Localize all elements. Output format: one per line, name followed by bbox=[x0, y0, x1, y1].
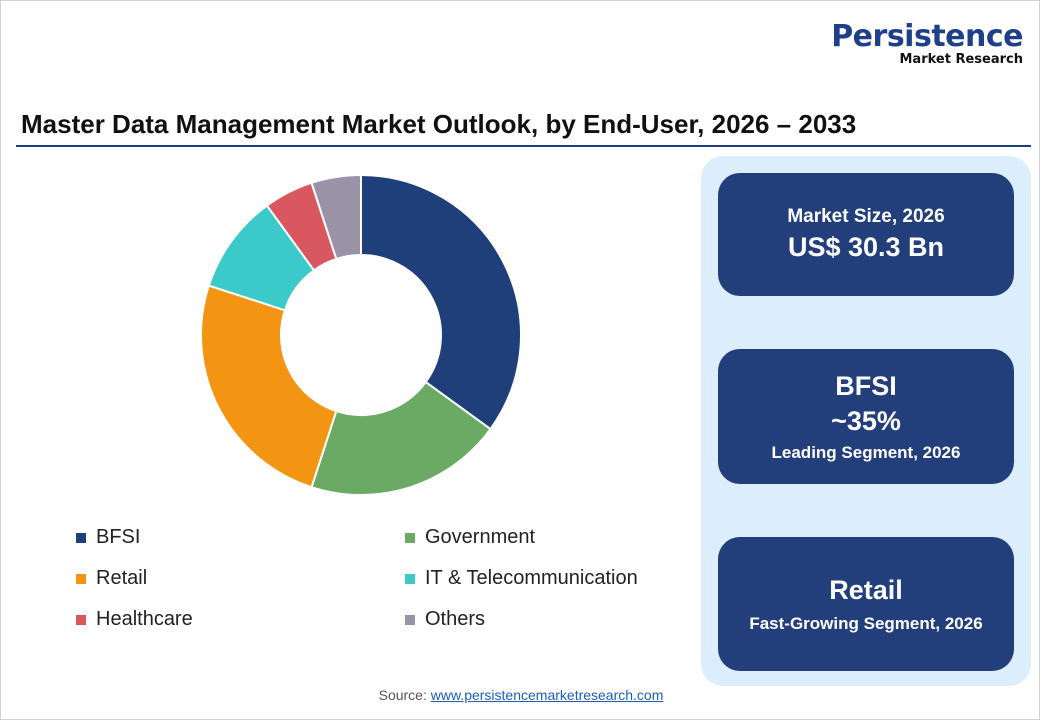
source-link[interactable]: www.persistencemarketresearch.com bbox=[430, 687, 664, 703]
legend-label: Government bbox=[425, 526, 536, 548]
legend-label: Others bbox=[425, 608, 486, 630]
chart-title: Master Data Management Market Outlook, b… bbox=[21, 109, 857, 139]
fast-growing-card: Retail Fast-Growing Segment, 2026 bbox=[718, 537, 1014, 671]
legend-swatch bbox=[405, 573, 415, 584]
fast-growing-name: Retail bbox=[829, 574, 903, 605]
legend-label: BFSI bbox=[96, 526, 141, 548]
market-size-card: Market Size, 2026 US$ 30.3 Bn bbox=[718, 173, 1014, 296]
market-size-value: US$ 30.3 Bn bbox=[787, 232, 945, 262]
legend-item: Healthcare bbox=[76, 608, 193, 631]
logo-name: Persistence bbox=[831, 19, 1023, 54]
leading-segment-name: BFSI bbox=[835, 370, 897, 401]
logo: Persistence Market Research bbox=[831, 21, 1023, 67]
legend-item: Government bbox=[405, 526, 535, 549]
donut-slice-retail bbox=[200, 284, 338, 489]
legend-item: BFSI bbox=[76, 526, 140, 549]
donut-slice-bfsi bbox=[360, 173, 522, 431]
legend-item: Others bbox=[405, 608, 485, 631]
logo-subtitle: Market Research bbox=[899, 52, 1024, 67]
title-divider bbox=[16, 145, 1031, 147]
legend-swatch bbox=[76, 573, 86, 584]
legend-label: Retail bbox=[96, 567, 148, 589]
legend-swatch bbox=[405, 614, 415, 625]
donut-chart bbox=[200, 173, 522, 496]
legend-swatch bbox=[76, 532, 86, 543]
legend-label: Healthcare bbox=[96, 608, 193, 630]
source-label: Source: bbox=[378, 687, 427, 703]
legend-swatch bbox=[405, 532, 415, 543]
fast-growing-label: Fast-Growing Segment, 2026 bbox=[749, 613, 983, 633]
leading-segment-share: ~35% bbox=[831, 405, 901, 436]
market-size-label: Market Size, 2026 bbox=[787, 206, 945, 227]
legend-label: IT & Telecommunication bbox=[425, 567, 638, 589]
legend-item: IT & Telecommunication bbox=[405, 567, 638, 590]
leading-segment-label: Leading Segment, 2026 bbox=[771, 442, 961, 462]
donut-slice-others bbox=[310, 173, 362, 261]
donut-slice-government bbox=[310, 380, 492, 496]
source-note: Source: www.persistencemarketresearch.co… bbox=[1, 687, 1039, 703]
legend-item: Retail bbox=[76, 567, 147, 590]
leading-segment-card: BFSI ~35% Leading Segment, 2026 bbox=[718, 349, 1014, 484]
legend-swatch bbox=[76, 614, 86, 625]
